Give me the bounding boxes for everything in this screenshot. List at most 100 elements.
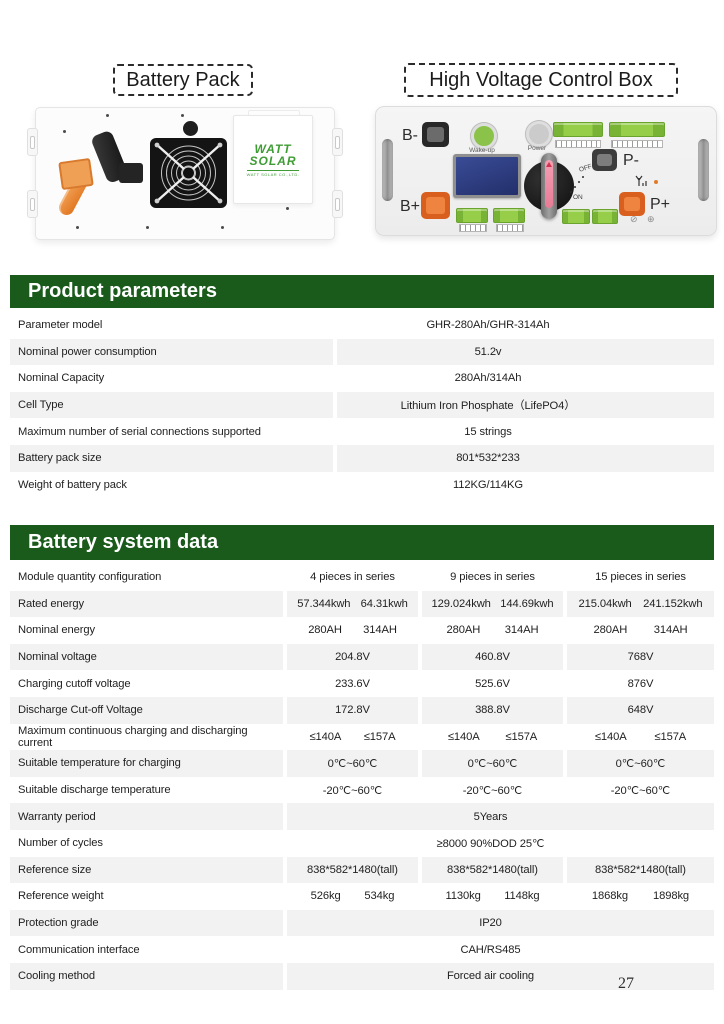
bs-row-value: 1130kg 1148kg bbox=[422, 883, 563, 910]
bs-row-value: 280AH 314AH bbox=[422, 617, 563, 644]
bs-row-value: 526kg 534kg bbox=[287, 883, 418, 910]
screw-icon bbox=[76, 226, 79, 229]
wake-up-button[interactable] bbox=[471, 123, 497, 149]
terminal-block bbox=[493, 208, 525, 223]
bs-row-span-value: IP20 bbox=[287, 909, 714, 937]
switch-arc-dot bbox=[578, 181, 580, 183]
battery-system-header: Battery system data bbox=[10, 525, 714, 560]
pp-row-value: Lithium Iron Phosphate（LifePO4） bbox=[337, 391, 714, 419]
bracket-slot bbox=[382, 139, 393, 201]
lcd-screen bbox=[456, 157, 518, 195]
bs-row: Warranty period 5Years bbox=[10, 803, 714, 830]
bs-row-value-value: 241.152kwh bbox=[643, 597, 703, 610]
bs-row-label: Suitable discharge temperature bbox=[10, 776, 283, 804]
pp-row-value: 51.2v bbox=[337, 338, 714, 366]
bs-row-value-value: 526kg bbox=[310, 890, 341, 903]
bs-row: Cooling method Forced air cooling bbox=[10, 962, 714, 990]
bs-row: Suitable discharge temperature -20℃~60℃ -2… bbox=[10, 776, 714, 804]
bs-row-value-value: 314AH bbox=[363, 624, 397, 637]
bs-row: Charging cutoff voltage 233.6V 525.6V 876V bbox=[10, 670, 714, 697]
pp-row-value: GHR-280Ah/GHR-314Ah bbox=[337, 312, 714, 339]
mount-hole bbox=[30, 136, 35, 149]
bs-row-value: 838*582*1480(tall) bbox=[287, 856, 418, 884]
cooling-fan-icon bbox=[150, 138, 227, 208]
screw-icon bbox=[146, 226, 149, 229]
bs-row-value: 280AH 314AH bbox=[287, 617, 418, 644]
mount-hole bbox=[30, 198, 35, 211]
bs-row-value: 57.344kwh 64.31kwh bbox=[287, 590, 418, 618]
bs-row-value: 525.6V bbox=[422, 670, 563, 697]
battery-pack-caption: Battery Pack bbox=[113, 64, 253, 96]
switch-arc-dot bbox=[582, 176, 584, 178]
bs-row-value-value: 57.344kwh bbox=[297, 597, 351, 610]
power-button[interactable] bbox=[526, 121, 552, 147]
bs-row: Nominal voltage 204.8V 460.8V 768V bbox=[10, 643, 714, 671]
antenna-icon bbox=[635, 175, 647, 186]
orange-connector-flange bbox=[58, 157, 94, 191]
bs-row-value: -20℃~60℃ bbox=[287, 776, 418, 804]
ground-icon: ⊘ bbox=[630, 214, 638, 224]
p-minus-connector bbox=[592, 149, 617, 171]
bs-row-value-value: 314AH bbox=[504, 624, 539, 637]
pp-row: Weight of battery pack 112KG/114KG bbox=[10, 471, 714, 499]
terminal-block bbox=[592, 209, 618, 224]
pp-row-value: 280Ah/314Ah bbox=[337, 365, 714, 392]
bs-row-value: 0℃~60℃ bbox=[422, 750, 563, 777]
screw-icon bbox=[106, 114, 109, 117]
b-plus-connector bbox=[421, 192, 450, 219]
bs-row-value: -20℃~60℃ bbox=[567, 776, 714, 804]
bs-row-value-value: 1130kg bbox=[445, 890, 481, 903]
bs-row-label: Cooling method bbox=[10, 962, 283, 990]
bs-row-value-value: ≤157A bbox=[505, 730, 538, 743]
pp-row: Battery pack size 801*532*233 bbox=[10, 444, 714, 472]
pp-row-label: Weight of battery pack bbox=[10, 471, 333, 499]
lcd-display bbox=[453, 154, 521, 198]
screw-icon bbox=[221, 226, 224, 229]
bs-row: Number of cycles ≥8000 90%DOD 25℃ bbox=[10, 829, 714, 857]
pp-row: Maximum number of serial connections sup… bbox=[10, 418, 714, 445]
bs-row-value: ≤140A ≤157A bbox=[567, 723, 714, 751]
bs-row-value: 233.6V bbox=[287, 670, 418, 697]
bs-row-value: 838*582*1480(tall) bbox=[567, 856, 714, 884]
bs-row-value: 280AH 314AH bbox=[567, 617, 714, 644]
off-label: OFF bbox=[578, 163, 593, 174]
bs-row: Reference weight 526kg 534kg 1130kg 1148kg 18… bbox=[10, 883, 714, 910]
bs-row-value-value: 144.69kwh bbox=[500, 597, 554, 610]
pp-row: Parameter model GHR-280Ah/GHR-314Ah bbox=[10, 312, 714, 339]
power-caption: Power bbox=[527, 145, 547, 152]
rotary-handle-stripe bbox=[545, 160, 553, 208]
terminal-block bbox=[456, 208, 488, 223]
switch-arc-dot bbox=[570, 191, 572, 193]
bs-row-label: Maximum continuous charging and discharg… bbox=[10, 723, 283, 751]
mount-hole bbox=[335, 198, 340, 211]
switch-arc-dot bbox=[574, 186, 576, 188]
wake-up-caption: Wake-up bbox=[469, 147, 495, 154]
terminal-block bbox=[553, 122, 603, 137]
mount-tab bbox=[332, 128, 343, 156]
bs-row-value: ≤140A ≤157A bbox=[422, 723, 563, 751]
pp-row-value: 112KG/114KG bbox=[337, 471, 714, 499]
battery-system-table: Module quantity configuration 4 pieces in… bbox=[10, 564, 714, 990]
bs-row: Nominal energy 280AH 314AH 280AH 314AH 280AH 3… bbox=[10, 617, 714, 644]
bs-row-value-value: 129.024kwh bbox=[431, 597, 491, 610]
bs-row-value-value: 1148kg bbox=[504, 890, 540, 903]
rotary-switch-handle[interactable] bbox=[541, 153, 557, 219]
pp-row-label: Nominal Capacity bbox=[10, 365, 333, 392]
pp-row: Nominal power consumption 51.2v bbox=[10, 338, 714, 366]
bs-row-span-value: 5Years bbox=[287, 803, 714, 830]
bs-row-value: ≤140A ≤157A bbox=[287, 723, 418, 751]
bs-row-span-value: Forced air cooling bbox=[287, 962, 714, 990]
terminal-block bbox=[609, 122, 665, 137]
bs-row-value: 0℃~60℃ bbox=[287, 750, 418, 777]
bs-row-value: 0℃~60℃ bbox=[567, 750, 714, 777]
product-parameters-table: Parameter model GHR-280Ah/GHR-314Ah Nomina… bbox=[10, 312, 714, 499]
battery-pack-image: WATT SOLAR WATT SOLAR CO.,LTD. bbox=[27, 107, 343, 240]
brand-logo-subtext: WATT SOLAR CO.,LTD. bbox=[246, 169, 300, 177]
bs-row: Module quantity configuration 4 pieces in… bbox=[10, 564, 714, 591]
mount-tab bbox=[27, 128, 38, 156]
bs-row-value: 9 pieces in series bbox=[422, 564, 563, 591]
pp-row: Cell Type Lithium Iron Phosphate（LifePO4） bbox=[10, 391, 714, 419]
rotary-handle-arrow bbox=[546, 162, 552, 167]
label-strip bbox=[555, 140, 601, 148]
bs-row-value: 838*582*1480(tall) bbox=[422, 856, 563, 884]
